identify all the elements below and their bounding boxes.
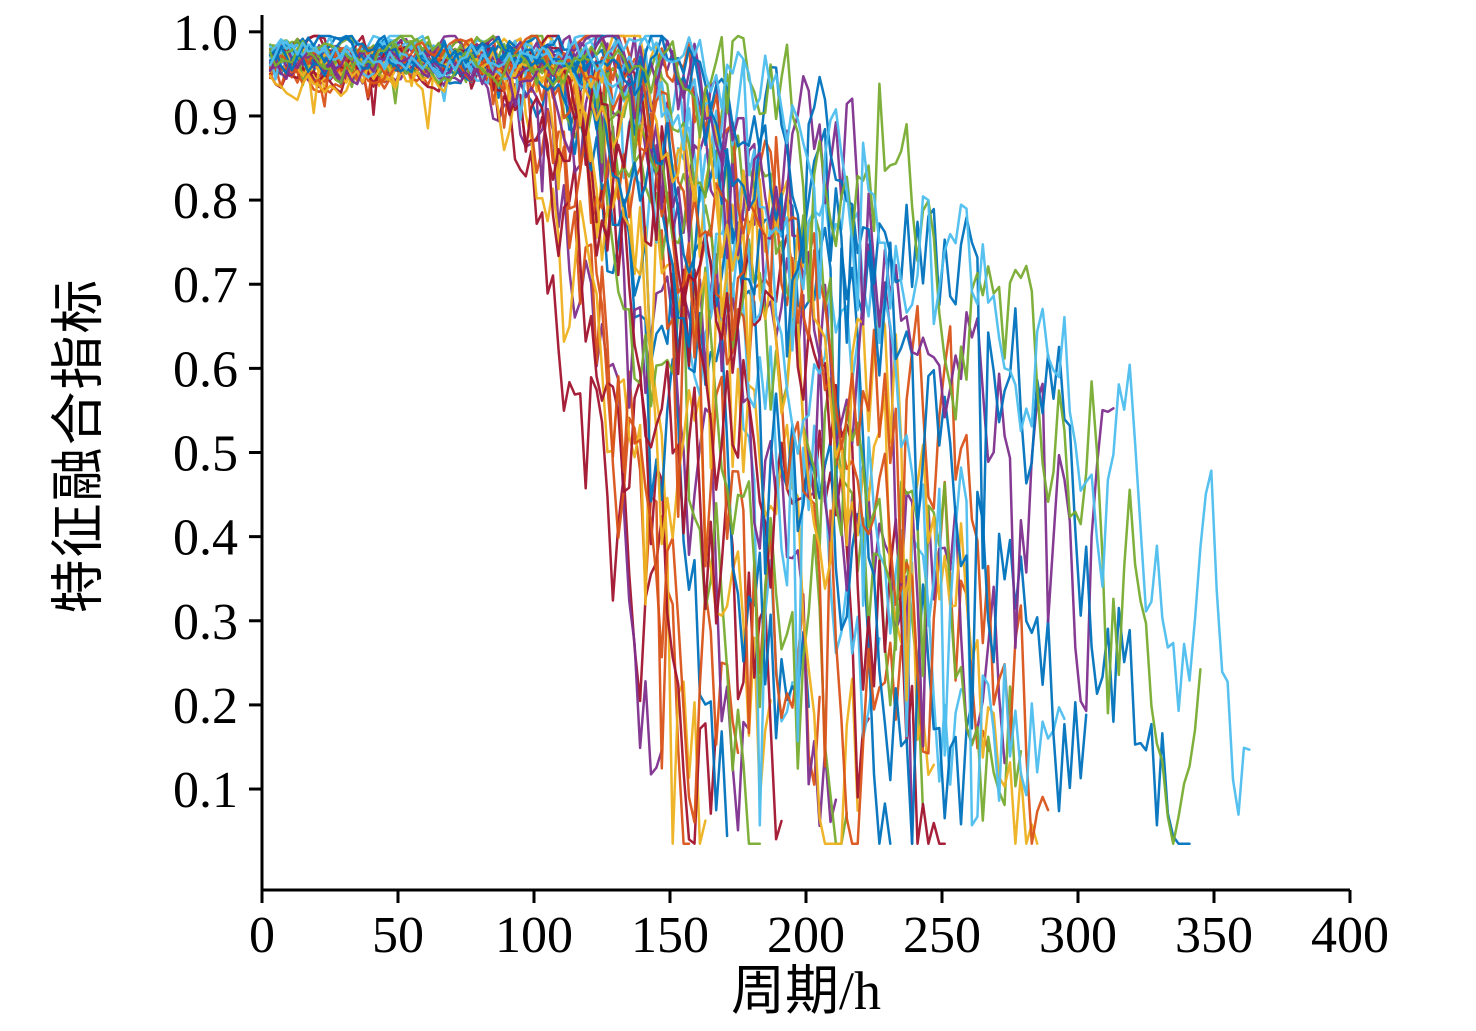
series-line-unit-38 bbox=[268, 36, 1251, 816]
x-tick-label: 300 bbox=[1039, 907, 1117, 964]
y-tick-label: 0.5 bbox=[173, 426, 238, 483]
y-tick-label: 0.4 bbox=[173, 510, 238, 567]
y-tick-label: 0.7 bbox=[173, 257, 238, 314]
x-tick-label: 0 bbox=[249, 907, 275, 964]
x-tick-label: 100 bbox=[495, 907, 573, 964]
series-line-unit-37 bbox=[268, 34, 1202, 845]
x-tick-label: 50 bbox=[372, 907, 424, 964]
x-tick-label: 250 bbox=[903, 907, 981, 964]
y-tick-label: 0.6 bbox=[173, 341, 238, 398]
series-line-unit-36 bbox=[268, 34, 1191, 845]
series-line-unit-33 bbox=[268, 34, 1066, 827]
series-line-unit-34 bbox=[268, 34, 1088, 813]
y-axis-title: 特征融合指标 bbox=[38, 0, 109, 890]
y-tick-label: 0.1 bbox=[173, 762, 238, 819]
y-tick-label: 1.0 bbox=[173, 5, 238, 62]
x-tick-label: 400 bbox=[1311, 907, 1389, 964]
x-axis-title: 周期/h bbox=[730, 961, 881, 1021]
x-tick-label: 150 bbox=[631, 907, 709, 964]
y-tick-label: 0.8 bbox=[173, 173, 238, 230]
series-line-unit-30 bbox=[268, 37, 1023, 822]
y-tick-label: 0.9 bbox=[173, 89, 238, 146]
y-tick-label: 0.2 bbox=[173, 678, 238, 735]
x-tick-label: 350 bbox=[1175, 907, 1253, 964]
y-axis-title-text: 特征融合指标 bbox=[48, 277, 109, 613]
x-tick-label: 200 bbox=[767, 907, 845, 964]
y-tick-label: 0.3 bbox=[173, 594, 238, 651]
